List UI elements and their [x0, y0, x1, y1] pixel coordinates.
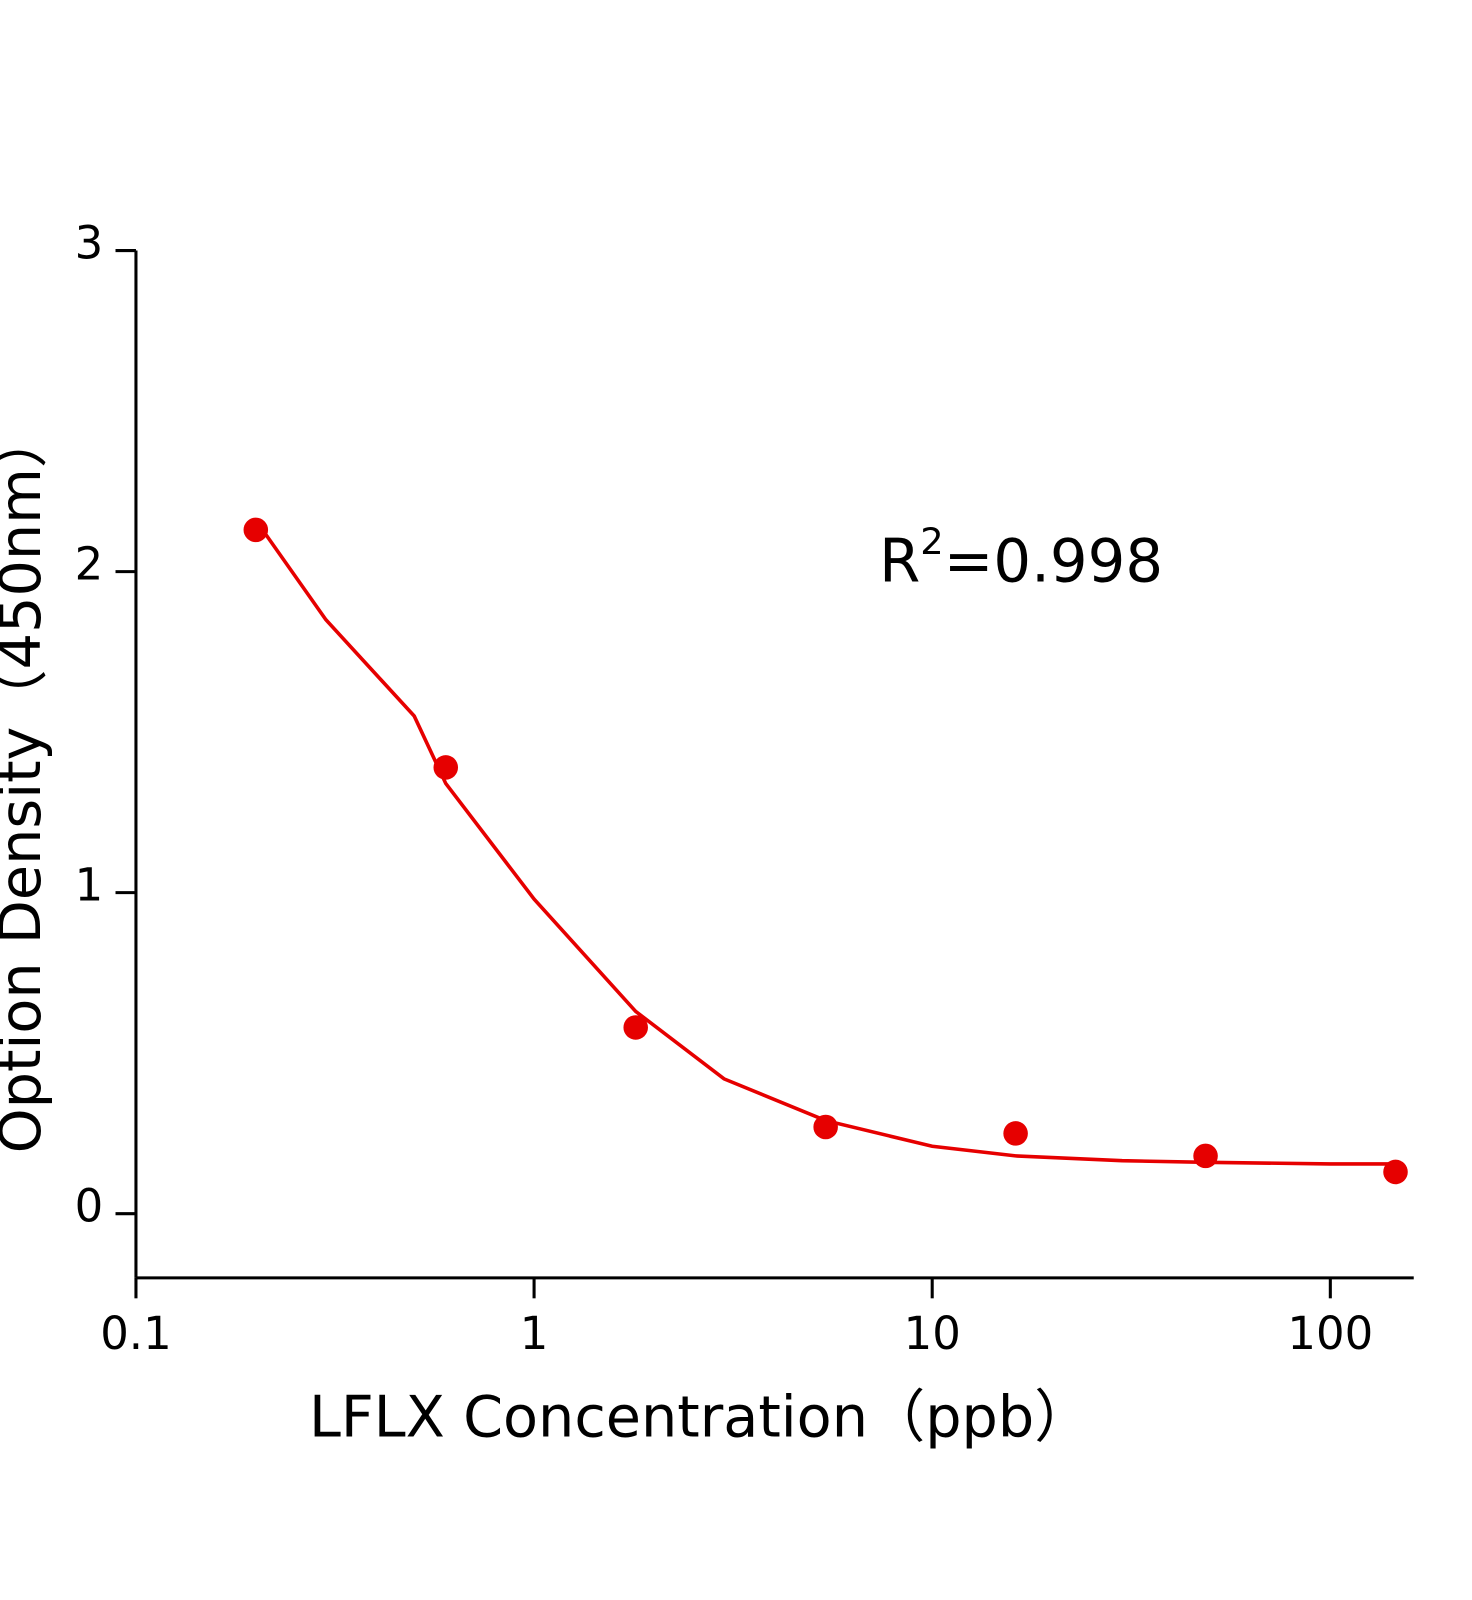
y-tick-label: 2 — [75, 538, 104, 591]
annotation-text: =0.998 — [944, 527, 1163, 596]
annotation-superscript: 2 — [920, 519, 943, 562]
x-tick-label: 0.1 — [100, 1307, 172, 1360]
data-point — [1383, 1159, 1408, 1185]
x-tick-label: 10 — [904, 1307, 961, 1360]
y-tick-label: 3 — [75, 216, 104, 269]
y-axis-label: Option Density（450nm） — [0, 411, 54, 1154]
data-point — [623, 1015, 648, 1040]
x-tick-label: 100 — [1287, 1307, 1373, 1360]
x-tick-label: 1 — [520, 1307, 549, 1360]
y-tick-label: 0 — [75, 1180, 104, 1233]
annotation: R2=0.998 — [879, 519, 1163, 595]
annotation-text: R — [879, 527, 920, 596]
x-axis-label: LFLX Concentration（ppb） — [309, 1385, 1091, 1451]
data-point — [1003, 1121, 1028, 1146]
fit-curve — [254, 519, 1396, 1166]
data-point — [243, 517, 269, 543]
y-tick-label: 1 — [75, 859, 104, 912]
data-point — [1193, 1143, 1218, 1169]
